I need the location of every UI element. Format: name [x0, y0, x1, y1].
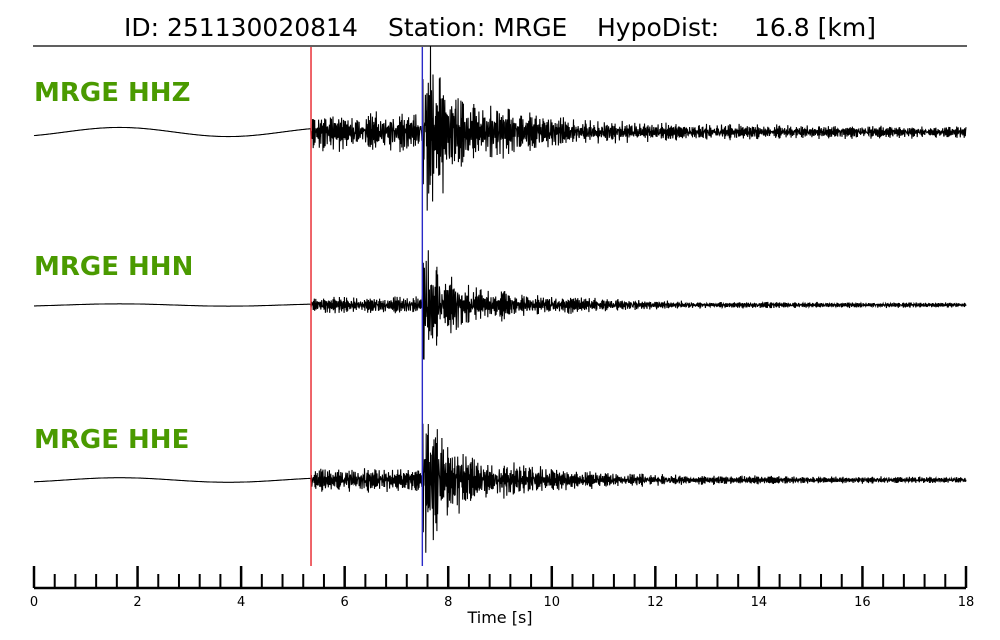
station-name: Station: MRGE	[388, 13, 567, 42]
tick-label: 8	[444, 595, 452, 610]
phase-picks	[310, 47, 424, 566]
tick-label: 16	[854, 595, 871, 610]
tick-label: 0	[30, 595, 38, 610]
trace-hhe	[34, 423, 967, 553]
tick-label: 18	[958, 595, 975, 610]
waveform-traces	[33, 46, 967, 553]
hypodist-value: 16.8 [km]	[754, 13, 876, 42]
trace-hhz	[33, 46, 967, 211]
tick-label: 2	[133, 595, 141, 610]
tick-label: 12	[647, 595, 664, 610]
event-id: ID: 251130020814	[124, 13, 358, 42]
trace-hhn	[34, 250, 967, 360]
tick-label: 10	[544, 595, 561, 610]
channel-label-hhz: MRGE HHZ	[34, 78, 190, 108]
time-axis: 0 2 4 6 8 10 12 14 16 18	[30, 566, 974, 610]
tick-label: 6	[341, 595, 349, 610]
channel-label-hhe: MRGE HHE	[34, 425, 189, 455]
tick-label: 4	[237, 595, 245, 610]
tick-label: 14	[751, 595, 768, 610]
x-axis-label: Time [s]	[466, 608, 532, 627]
hypodist-label: HypoDist:	[597, 13, 719, 42]
channel-label-hhn: MRGE HHN	[34, 252, 193, 282]
